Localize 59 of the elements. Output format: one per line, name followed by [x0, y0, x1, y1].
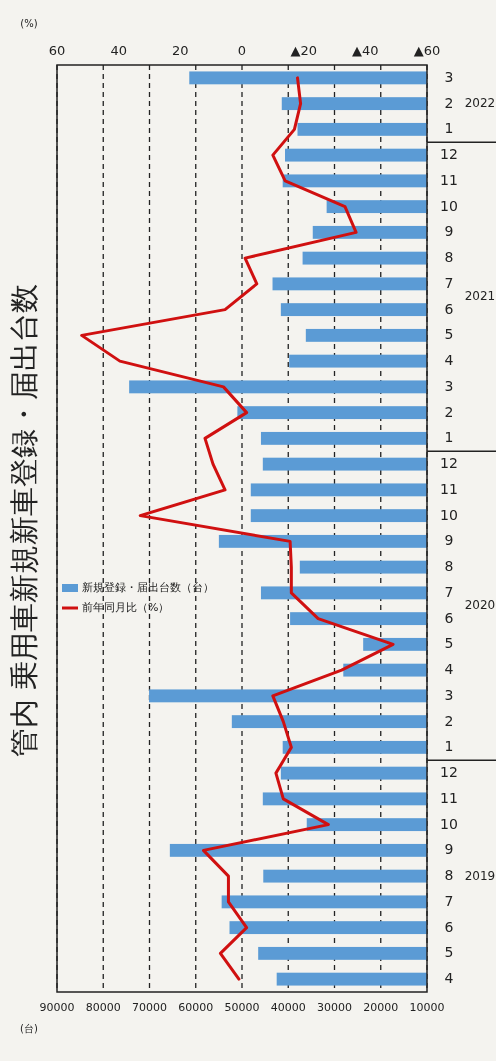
- y-tick-label: 8: [444, 867, 454, 884]
- x-tick-label: 90000: [39, 1001, 75, 1014]
- x-tick-label: 20000: [363, 1001, 399, 1014]
- y-tick-label: 11: [440, 171, 458, 188]
- text: 2021: [464, 289, 496, 304]
- y-tick-label: 9: [444, 223, 454, 240]
- x2-axis-title: (%): [20, 18, 38, 29]
- y-tick-label: 10: [440, 815, 458, 832]
- y-tick-label: 6: [444, 300, 454, 317]
- y-tick-label: 6: [444, 918, 454, 935]
- y-tick-label: 2: [444, 94, 454, 111]
- y-tick-label: 3: [444, 68, 454, 85]
- x2-tick-label: ▲40: [352, 42, 379, 58]
- x-tick-label: 60000: [178, 1001, 214, 1014]
- text: 2020: [464, 598, 496, 613]
- y-tick-label: 6: [444, 609, 454, 626]
- x2-tick-label: ▲60: [413, 42, 441, 58]
- y-tick-label: 3: [444, 377, 454, 394]
- y-tick-label: 4: [444, 661, 454, 678]
- x2-tick-label: 20: [172, 42, 189, 58]
- text: 2019: [464, 868, 496, 883]
- y-tick-label: 9: [444, 532, 454, 549]
- y-tick-label: 5: [444, 326, 454, 343]
- y-tick-label: 1: [444, 120, 454, 137]
- x-tick-label: 80000: [85, 1001, 121, 1014]
- y-tick-label: 2: [444, 403, 454, 420]
- y-tick-label: 2: [444, 712, 454, 729]
- y-tick-label: 1: [444, 429, 454, 446]
- y-tick-label: 5: [444, 635, 454, 652]
- x2-tick-label: 40: [110, 42, 127, 58]
- x2-tick-label: ▲20: [290, 42, 317, 58]
- y-tick-label: 11: [440, 789, 458, 806]
- x-tick-label: 70000: [132, 1001, 167, 1014]
- text: 管内 乗用車新規新車登録・届出台数: [7, 283, 41, 757]
- x-tick-label: 10000: [409, 1001, 445, 1014]
- x-tick-label: 30000: [317, 1001, 352, 1014]
- y-tick-label: 9: [444, 841, 454, 858]
- text: 2022: [464, 96, 496, 111]
- y-tick-label: 10: [440, 197, 458, 214]
- y-tick-label: 7: [444, 274, 454, 291]
- y-tick-label: 4: [444, 352, 454, 369]
- x-tick-label: 50000: [224, 1001, 260, 1014]
- x-tick-label: 40000: [270, 1001, 306, 1014]
- y-tick-label: 8: [444, 249, 454, 266]
- y-tick-label: 8: [444, 558, 454, 575]
- y-tick-label: 12: [440, 146, 458, 163]
- y-tick-label: 12: [440, 764, 458, 781]
- x-axis-title: (台): [20, 1023, 38, 1034]
- y-tick-label: 10: [440, 506, 458, 523]
- y-tick-label: 1: [444, 738, 454, 755]
- y-tick-label: 11: [440, 480, 458, 497]
- y-tick-label: 3: [444, 686, 454, 703]
- x2-tick-label: 60: [48, 42, 66, 58]
- y-tick-label: 4: [444, 970, 454, 987]
- y-tick-label: 7: [444, 583, 454, 600]
- x2-tick-label: 0: [237, 42, 247, 58]
- y-tick-label: 5: [444, 944, 454, 961]
- y-tick-label: 12: [440, 455, 458, 472]
- y-tick-label: 7: [444, 892, 454, 909]
